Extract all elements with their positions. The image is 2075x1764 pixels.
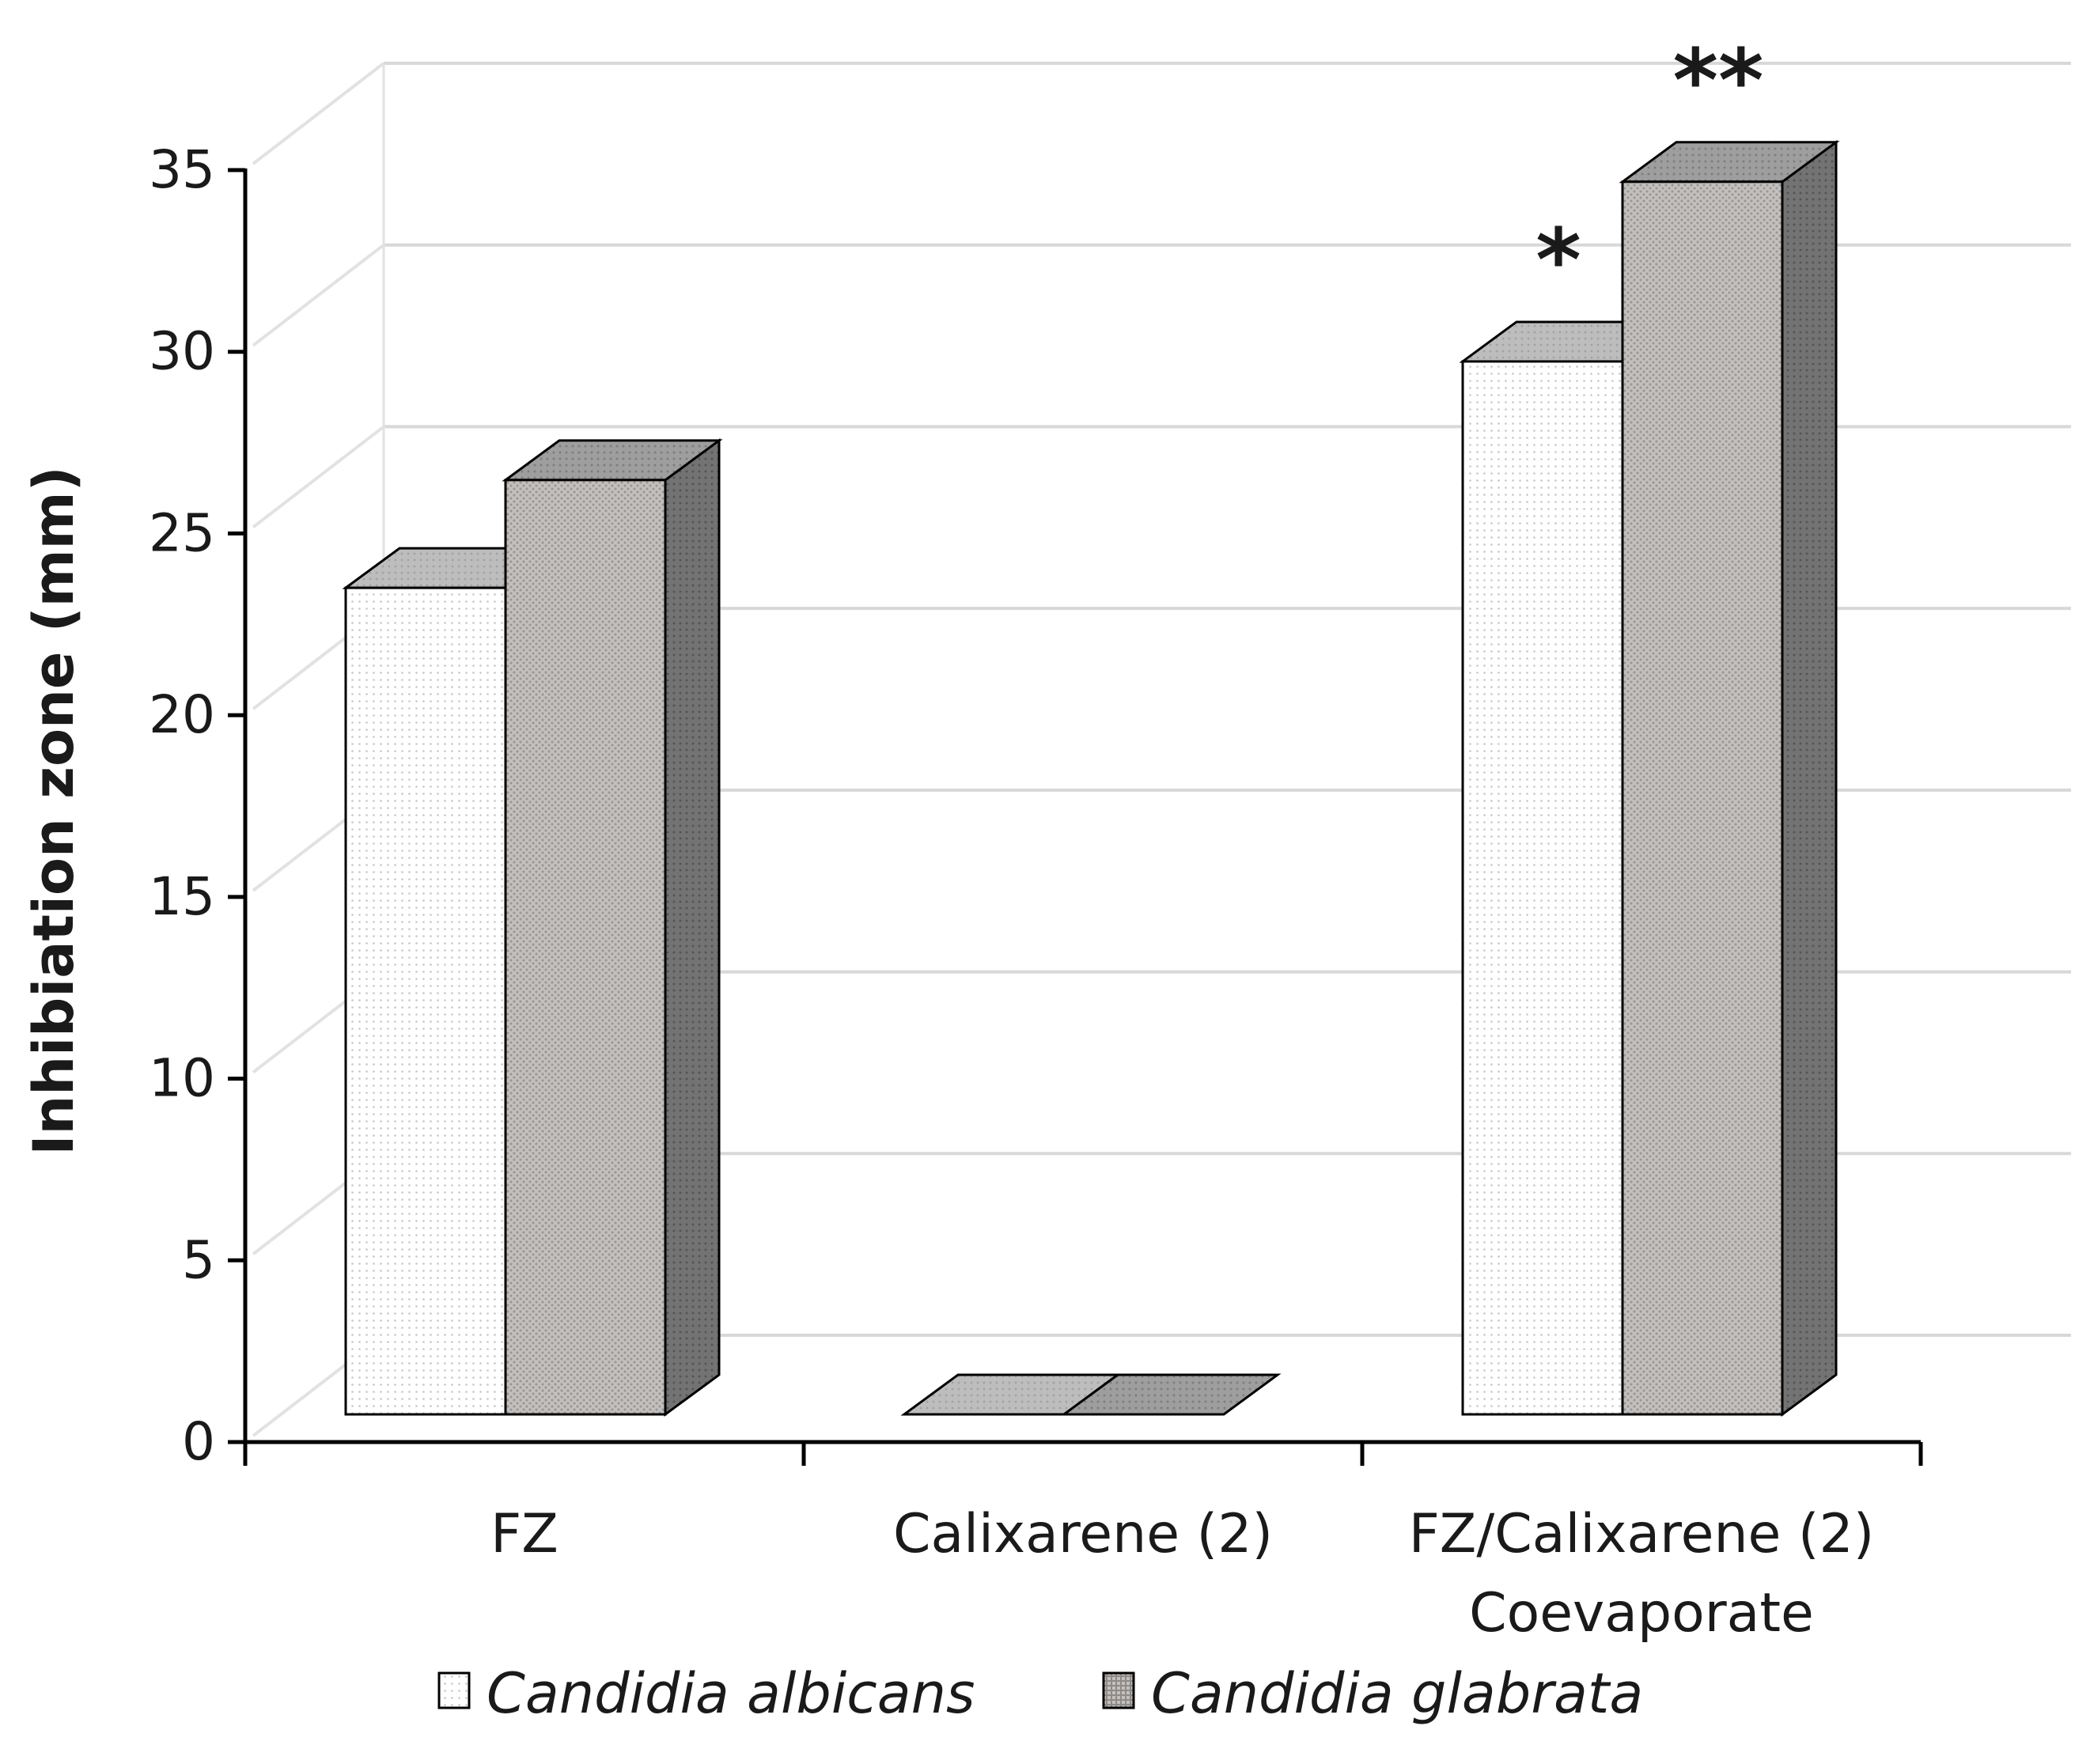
category-label: Coevaporate xyxy=(1469,1582,1814,1645)
category-label: FZ xyxy=(490,1503,559,1565)
y-tick-label: 0 xyxy=(182,1411,215,1472)
gridline-diagonal xyxy=(252,425,385,529)
y-tick-label: 20 xyxy=(149,684,215,745)
y-tick-label: 25 xyxy=(149,502,215,563)
bars xyxy=(342,139,1840,1417)
bar-albicans xyxy=(344,586,507,1416)
y-tick-label: 10 xyxy=(149,1048,215,1109)
y-tick-label: 30 xyxy=(149,321,215,382)
legend: Candidia albicans Candidia glabrata xyxy=(437,1661,1643,1726)
y-axis-label: Inhibiation zone (mm) xyxy=(21,466,86,1155)
gridline-diagonal xyxy=(252,244,385,347)
significance-marker: ** xyxy=(1672,30,1763,131)
bar-side-glabrata xyxy=(1781,139,1838,1417)
y-tick-label: 5 xyxy=(182,1229,215,1290)
gridline-diagonal xyxy=(252,62,385,165)
legend-swatch-glabrata xyxy=(1102,1671,1135,1709)
category-label: FZ/Calixarene (2) xyxy=(1409,1503,1875,1565)
legend-swatch-albicans xyxy=(437,1671,471,1709)
significance-marker: * xyxy=(1535,210,1581,311)
bar-glabrata xyxy=(1621,180,1784,1416)
labels: 0 5 10 15 20 25 30 35 Inhibiation zone (mm) FZ Cal… xyxy=(21,30,1874,1645)
y-tick-label: 15 xyxy=(149,866,215,927)
y-tick-label: 35 xyxy=(149,139,215,200)
category-label: Calixarene (2) xyxy=(893,1503,1273,1565)
axes xyxy=(228,168,1923,1466)
bar-top-glabrata xyxy=(1060,1373,1282,1416)
legend-label: Candidia albicans xyxy=(487,1661,975,1726)
bar-albicans xyxy=(1461,360,1624,1416)
bar-side-glabrata xyxy=(664,437,721,1417)
legend-label: Candidia glabrata xyxy=(1151,1661,1643,1726)
bar-glabrata xyxy=(504,479,667,1416)
